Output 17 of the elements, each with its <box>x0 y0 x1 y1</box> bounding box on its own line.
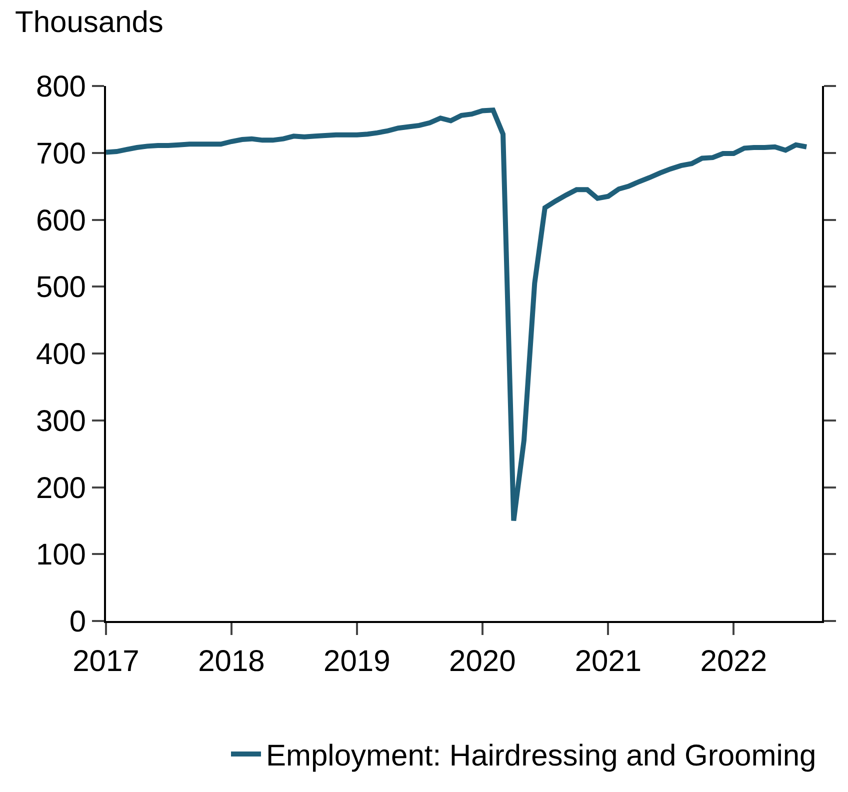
y-axis-title: Thousands <box>15 6 164 39</box>
y-tick-label: 100 <box>36 538 86 572</box>
x-tick-label: 2019 <box>324 645 390 678</box>
x-tick-label: 2020 <box>449 645 516 678</box>
y-tick-label: 400 <box>36 338 86 371</box>
y-tick-label: 500 <box>36 271 86 304</box>
y-tick-label: 800 <box>36 70 86 104</box>
y-tick-label: 700 <box>36 137 86 170</box>
y-tick-label: 600 <box>36 204 86 238</box>
x-tick-label: 2022 <box>700 645 768 678</box>
y-tick-label: 200 <box>36 472 86 505</box>
legend-label: Employment: Hairdressing and Grooming <box>266 740 816 773</box>
x-tick-label: 2017 <box>72 645 140 678</box>
x-tick-label: 2018 <box>198 645 265 678</box>
x-tick-label: 2021 <box>574 645 642 678</box>
y-tick-label: 300 <box>36 404 86 438</box>
y-tick-label: 0 <box>69 606 86 638</box>
